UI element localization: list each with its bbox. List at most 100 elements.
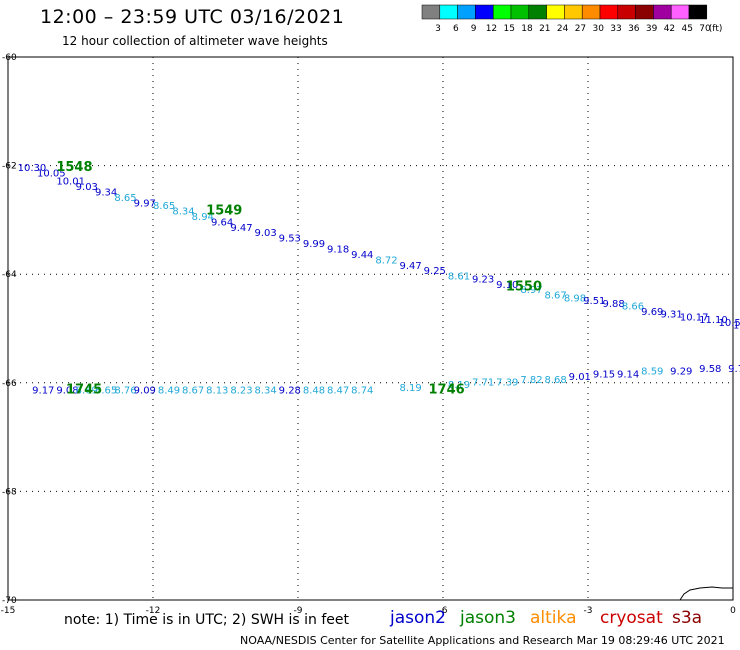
wave-height-value-jason2: 10.01	[56, 177, 85, 188]
lat-tick-label: -60	[2, 53, 17, 63]
map-title: 12:00 – 23:59 UTC 03/16/2021	[40, 6, 345, 28]
legend-tick-label: 15	[503, 24, 514, 34]
wave-height-value-jason3: 9.76	[728, 364, 740, 375]
legend-swatch	[688, 4, 708, 20]
wave-height-value-jason2: 9.44	[351, 250, 373, 261]
legend-tick-label: 6	[453, 24, 459, 34]
wave-height-value-jason2: 11.10	[699, 315, 728, 326]
wave-height-value-jason3: 8.19	[400, 383, 422, 394]
wave-height-value-jason2: 8.98	[564, 293, 586, 304]
legend-tick-label: 45	[681, 24, 692, 34]
footer-note: note: 1) Time is in UTC; 2) SWH is in fe…	[64, 612, 350, 628]
legend-swatch	[528, 4, 547, 20]
legend-tick-label: 3	[435, 24, 441, 34]
wave-height-value-jason2: 11.2	[733, 321, 740, 332]
wave-height-value-jason3: 8.34	[255, 386, 277, 397]
wave-height-value-jason3: 8.65	[95, 386, 117, 397]
pass-time-label-jason3: 1746	[429, 383, 465, 398]
lon-tick-label: -15	[1, 606, 16, 616]
wave-height-value-jason2: 8.97	[520, 285, 542, 296]
wave-height-value-jason3: 9.29	[670, 367, 692, 378]
wave-height-value-jason2: 9.10	[496, 280, 518, 291]
wave-height-value-jason2: 9.47	[230, 223, 252, 234]
lon-tick-label: -3	[584, 606, 593, 616]
satellite-label-jason2: jason2	[390, 608, 446, 628]
wave-height-value-jason3: 9.15	[593, 369, 615, 380]
satellite-label-jason3: jason3	[460, 608, 516, 628]
wave-height-value-jason2: 10.05	[37, 168, 66, 179]
wave-height-value-jason2: 9.31	[661, 310, 683, 321]
wave-height-value-jason3: 9.01	[569, 372, 591, 383]
pass-time-label-jason2: 1549	[206, 203, 242, 218]
wave-height-value-jason3: 8.76	[114, 386, 136, 397]
wave-height-value-jason3: 8.67	[182, 386, 204, 397]
legend-swatch	[635, 4, 654, 20]
legend-tick-label: 27	[575, 24, 586, 34]
wave-height-value-jason3: 9.28	[279, 386, 301, 397]
wave-height-value-jason2: 9.23	[472, 274, 494, 285]
wave-height-value-jason2: 10.30	[18, 163, 47, 174]
map-subtitle: 12 hour collection of altimeter wave hei…	[62, 34, 328, 48]
legend-tick-label: 70	[699, 24, 711, 34]
wave-height-value-jason3: 7.71	[472, 378, 494, 389]
coastline-path	[679, 586, 733, 601]
wave-height-value-jason2: 9.51	[583, 296, 605, 307]
wave-height-value-jason2: 8.94	[192, 212, 214, 223]
wave-height-value-jason2: 9.64	[211, 217, 233, 228]
wave-height-value-jason3: 8.68	[545, 375, 567, 386]
legend-swatch	[492, 4, 512, 20]
legend-tick-label: 33	[610, 24, 621, 34]
wave-height-value-jason3: 9.58	[699, 364, 721, 375]
wave-height-value-jason2: 9.88	[603, 299, 625, 310]
wave-height-value-jason3: 9.14	[617, 369, 639, 380]
wave-height-value-jason3: 8.74	[351, 386, 373, 397]
satellite-label-s3a: s3a	[672, 608, 703, 628]
legend-tick-label: 39	[646, 24, 658, 34]
wave-height-value-jason2: 8.72	[375, 255, 397, 266]
legend-swatch	[439, 4, 458, 20]
wave-height-value-jason2: 8.65	[153, 201, 175, 212]
wave-height-value-jason3: 8.48	[303, 386, 325, 397]
wave-height-value-jason3: 7.39	[496, 378, 518, 389]
wave-height-value-jason2: 9.97	[134, 198, 156, 209]
wave-height-value-jason2: 9.47	[400, 261, 422, 272]
wave-height-value-jason2: 9.03	[255, 228, 277, 239]
legend-swatch	[564, 4, 583, 20]
wave-height-value-jason2: 9.99	[303, 239, 325, 250]
lon-tick-label: -6	[439, 606, 448, 616]
wave-height-value-jason2: 8.66	[622, 301, 644, 312]
wave-height-value-jason3: 8.59	[641, 367, 663, 378]
wave-height-value-jason3: 8.23	[230, 386, 252, 397]
lat-tick-label: -66	[2, 379, 17, 389]
wave-height-value-jason2: 9.69	[641, 307, 663, 318]
legend-tick-label: 9	[471, 24, 477, 34]
lat-tick-label: -68	[2, 487, 17, 497]
map-frame	[7, 56, 734, 601]
legend-swatch	[670, 4, 690, 20]
legend-swatch	[421, 4, 441, 20]
wave-height-value-jason3: 9.17	[32, 386, 54, 397]
wave-height-value-jason3: 9.08	[56, 386, 78, 397]
wave-height-value-jason2: 10.17	[680, 312, 709, 323]
wave-height-value-jason3: 9.09	[134, 386, 156, 397]
pass-time-label-jason2: 1550	[506, 279, 542, 294]
legend-swatch	[599, 4, 619, 20]
pass-time-label-jason2: 1548	[56, 160, 92, 175]
wave-height-value-jason3: 8.49	[158, 386, 180, 397]
legend-swatch	[581, 4, 601, 20]
wave-height-value-jason3: 8.69	[76, 386, 98, 397]
wave-height-value-jason2: 8.65	[114, 193, 136, 204]
wave-height-value-jason2: 9.03	[76, 182, 98, 193]
wave-height-value-jason2: 9.25	[424, 266, 446, 277]
legend-swatch	[457, 4, 476, 20]
legend-swatch	[653, 4, 672, 20]
wave-height-value-jason3: 8.19	[448, 380, 470, 391]
lon-tick-label: -9	[294, 606, 303, 616]
wave-height-value-jason2: 9.18	[327, 244, 349, 255]
legend-tick-label: 36	[628, 24, 640, 34]
satellite-label-cryosat: cryosat	[600, 608, 663, 628]
wave-height-value-jason3: 8.47	[327, 386, 349, 397]
lat-tick-label: -62	[2, 162, 17, 172]
legend-swatch	[546, 4, 565, 20]
